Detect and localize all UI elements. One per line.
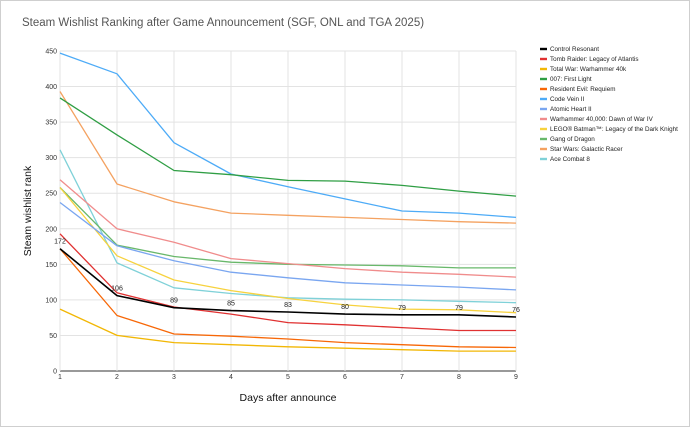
data-label: 76	[512, 307, 520, 314]
x-tick-label: 7	[400, 374, 404, 381]
series-line-10	[59, 187, 516, 269]
legend-label: Tomb Raider: Legacy of Atlantis	[550, 56, 639, 63]
series-line-11	[59, 91, 517, 224]
x-tick-label: 2	[115, 374, 119, 381]
y-tick-label: 100	[45, 297, 57, 304]
legend-label: Total War: Warhammer 40k	[550, 66, 627, 73]
y-tick-label: 350	[45, 120, 57, 127]
legend-swatch	[540, 107, 547, 111]
series-line-5	[59, 248, 517, 349]
legend-swatch	[540, 67, 547, 71]
y-tick-label: 200	[45, 226, 57, 233]
series-line-12	[59, 149, 517, 304]
legend-swatch	[540, 77, 547, 81]
series-line-1	[59, 248, 517, 318]
legend-swatch	[540, 147, 547, 151]
legend-swatch	[540, 157, 547, 161]
data-label: 83	[284, 302, 292, 309]
x-tick-label: 9	[514, 374, 518, 381]
data-label: 89	[170, 298, 178, 305]
data-label: 80	[341, 304, 349, 311]
legend-label: Ace Combat 8	[550, 156, 590, 163]
legend-label: Gang of Dragon	[550, 136, 595, 143]
y-tick-label: 50	[49, 333, 57, 340]
x-axis-title: Days after announce	[240, 392, 337, 404]
x-tick-label: 4	[229, 374, 233, 381]
legend-label: Control Resonant	[550, 46, 599, 53]
legend-label: LEGO® Batman™: Legacy of the Dark Knight	[550, 125, 678, 133]
y-tick-label: 0	[53, 369, 57, 376]
data-label: 79	[455, 305, 463, 312]
chart-title: Steam Wishlist Ranking after Game Announ…	[22, 17, 425, 29]
legend-label: 007: First Light	[550, 76, 592, 83]
data-label: 85	[227, 301, 235, 308]
x-tick-label: 5	[286, 374, 290, 381]
series-line-2	[59, 233, 516, 332]
gridlines	[59, 50, 517, 372]
legend-label: Resident Evil: Requiem	[550, 86, 615, 93]
x-tick-label: 1	[58, 374, 62, 381]
y-tick-label: 250	[45, 191, 57, 198]
legend-swatch	[540, 127, 547, 131]
y-tick-label: 400	[45, 84, 57, 91]
series-line-3	[59, 308, 516, 352]
legend-swatch	[540, 47, 547, 51]
series-line-4	[59, 97, 517, 197]
series-line-8	[59, 179, 517, 278]
series-line-7	[59, 201, 517, 291]
y-tick-label: 150	[45, 262, 57, 269]
data-label: 79	[398, 305, 406, 312]
legend-label: Atomic Heart II	[550, 106, 592, 113]
y-tick-label: 300	[45, 155, 57, 162]
legend-label: Warhammer 40,000: Dawn of War IV	[550, 116, 654, 123]
series-line-9	[59, 187, 517, 314]
y-tick-label: 450	[45, 49, 57, 56]
legend-swatch	[540, 57, 547, 61]
legend-swatch	[540, 97, 547, 101]
series-line-6	[59, 52, 517, 219]
series-lines	[59, 52, 517, 352]
legend-swatch	[540, 117, 547, 121]
data-label: 106	[111, 286, 123, 293]
x-tick-label: 6	[343, 374, 347, 381]
legend: Control Resonant Tomb Raider: Legacy of A…	[540, 46, 678, 163]
legend-label: Star Wars: Galactic Racer	[550, 146, 623, 153]
legend-label: Code Vein II	[550, 96, 585, 103]
x-tick-label: 8	[457, 374, 461, 381]
data-label: 172	[54, 239, 66, 246]
legend-swatch	[540, 87, 547, 91]
data-labels: 172 106 89 85 83 80 79 79 76	[54, 239, 520, 314]
y-axis-title: Steam wishlist rank	[22, 165, 34, 256]
legend-swatch	[540, 137, 547, 141]
x-tick-label: 3	[172, 374, 176, 381]
